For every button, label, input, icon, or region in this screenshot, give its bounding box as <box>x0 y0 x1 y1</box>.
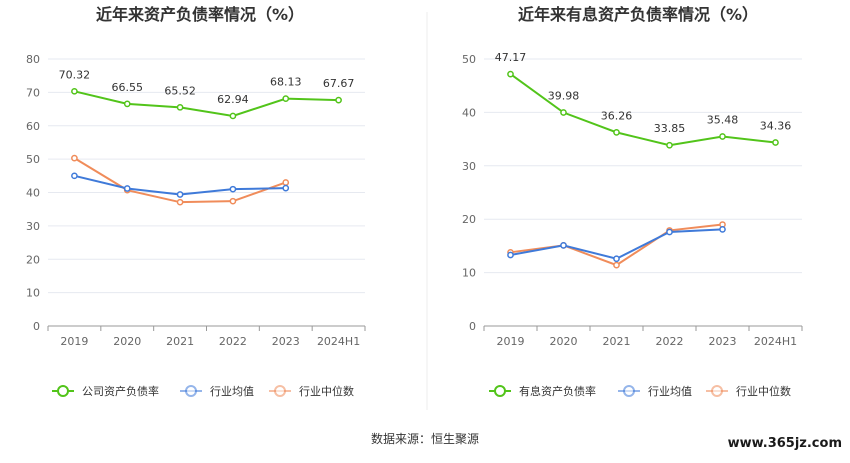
data-label: 39.98 <box>548 90 580 103</box>
legend-marker <box>623 385 635 397</box>
x-tick-label: 2022 <box>656 335 684 348</box>
data-label: 34.36 <box>760 120 792 133</box>
legend-item[interactable]: 行业中位数 <box>706 384 791 398</box>
data-point <box>229 185 237 193</box>
data-point <box>719 133 726 140</box>
panel-debt-ratio: 近年来资产负债率情况（%） 0 10 20 30 40 50 60 70 80 2019 2020 20… <box>26 5 366 398</box>
x-tick-label: 2019 <box>497 335 525 348</box>
legend-marker <box>185 385 197 397</box>
y-tick-label: 70 <box>26 86 40 99</box>
data-point <box>719 225 726 233</box>
legend-label: 有息资产负债率 <box>519 384 596 398</box>
data-label: 35.48 <box>707 114 739 127</box>
y-tick-label: 80 <box>26 53 40 66</box>
legend-label: 行业中位数 <box>299 384 354 398</box>
y-tick-label: 50 <box>462 53 476 66</box>
y-tick-label: 50 <box>26 153 40 166</box>
y-tick-label: 60 <box>26 120 40 133</box>
y-tick-label: 10 <box>26 287 40 300</box>
data-point <box>176 103 184 111</box>
x-tick-label: 2020 <box>113 335 141 348</box>
data-point <box>666 228 673 236</box>
data-point <box>335 96 342 104</box>
data-point <box>282 179 290 186</box>
legend-marker <box>711 385 723 397</box>
data-point <box>613 255 620 263</box>
data-point <box>123 100 131 108</box>
y-tick-label: 30 <box>26 220 40 233</box>
x-tick-label: 2021 <box>603 335 631 348</box>
legend-marker <box>494 385 506 397</box>
series-line <box>509 73 776 147</box>
legend-label: 公司资产负债率 <box>82 384 159 398</box>
y-tick-label: 0 <box>469 320 476 333</box>
data-point <box>229 112 237 120</box>
series-line <box>74 90 339 117</box>
legend-label: 行业均值 <box>210 385 254 398</box>
y-tick-label: 40 <box>462 106 476 119</box>
data-point <box>282 184 290 192</box>
data-point <box>123 185 131 192</box>
data-point <box>71 154 78 162</box>
data-label: 65.52 <box>164 84 196 97</box>
data-label: 66.55 <box>112 81 144 94</box>
chart-title: 近年来资产负债率情况（%） <box>96 5 304 24</box>
legend-item[interactable]: 行业均值 <box>180 385 254 398</box>
data-label: 33.85 <box>654 122 686 135</box>
x-tick-label: 2024H1 <box>754 335 797 348</box>
y-tick-label: 20 <box>26 253 40 266</box>
data-point <box>507 70 514 78</box>
data-point <box>560 242 567 249</box>
data-point <box>176 198 184 206</box>
watermark-text: www.365jz.com <box>728 436 842 451</box>
series-line <box>510 228 723 260</box>
x-tick-label: 2021 <box>166 335 194 348</box>
data-label: 70.32 <box>59 68 91 81</box>
y-tick-label: 10 <box>462 267 476 280</box>
data-point <box>613 261 620 269</box>
data-label: 47.17 <box>495 51 527 64</box>
y-tick-label: 30 <box>462 160 476 173</box>
legend-item[interactable]: 公司资产负债率 <box>52 384 159 398</box>
data-point <box>282 95 290 102</box>
data-point <box>176 191 184 198</box>
legend-item[interactable]: 有息资产负债率 <box>489 384 596 398</box>
data-label: 62.94 <box>217 93 249 106</box>
data-point <box>613 129 620 136</box>
x-tick-label: 2024H1 <box>317 335 360 348</box>
panel-interest-debt-ratio: 近年来有息资产负债率情况（%） 0 10 20 30 40 50 2019 2020 2021 20… <box>462 5 803 398</box>
legend-item[interactable]: 行业均值 <box>618 385 692 398</box>
y-tick-label: 20 <box>462 213 476 226</box>
chart-title: 近年来有息资产负债率情况（%） <box>518 5 758 24</box>
data-point <box>229 197 237 205</box>
x-tick-label: 2023 <box>709 335 737 348</box>
x-tick-label: 2020 <box>550 335 578 348</box>
legend-marker <box>274 385 286 397</box>
y-tick-label: 0 <box>33 320 40 333</box>
x-tick-label: 2022 <box>219 335 247 348</box>
data-label: 68.13 <box>270 76 302 89</box>
data-point <box>666 141 673 149</box>
x-tick-label: 2023 <box>272 335 300 348</box>
legend-label: 行业均值 <box>648 385 692 398</box>
source-text: 数据来源：恒生聚源 <box>371 431 479 446</box>
legend-marker <box>57 385 69 397</box>
data-label: 67.67 <box>323 77 355 90</box>
x-tick-label: 2019 <box>60 335 88 348</box>
legend-item[interactable]: 行业中位数 <box>269 384 354 398</box>
data-point <box>71 87 78 95</box>
data-point <box>772 139 779 146</box>
data-label: 36.26 <box>601 109 633 122</box>
data-point <box>560 109 567 116</box>
data-point <box>71 172 78 180</box>
data-point <box>507 251 514 259</box>
y-tick-label: 40 <box>26 187 40 200</box>
legend-label: 行业中位数 <box>736 384 791 398</box>
